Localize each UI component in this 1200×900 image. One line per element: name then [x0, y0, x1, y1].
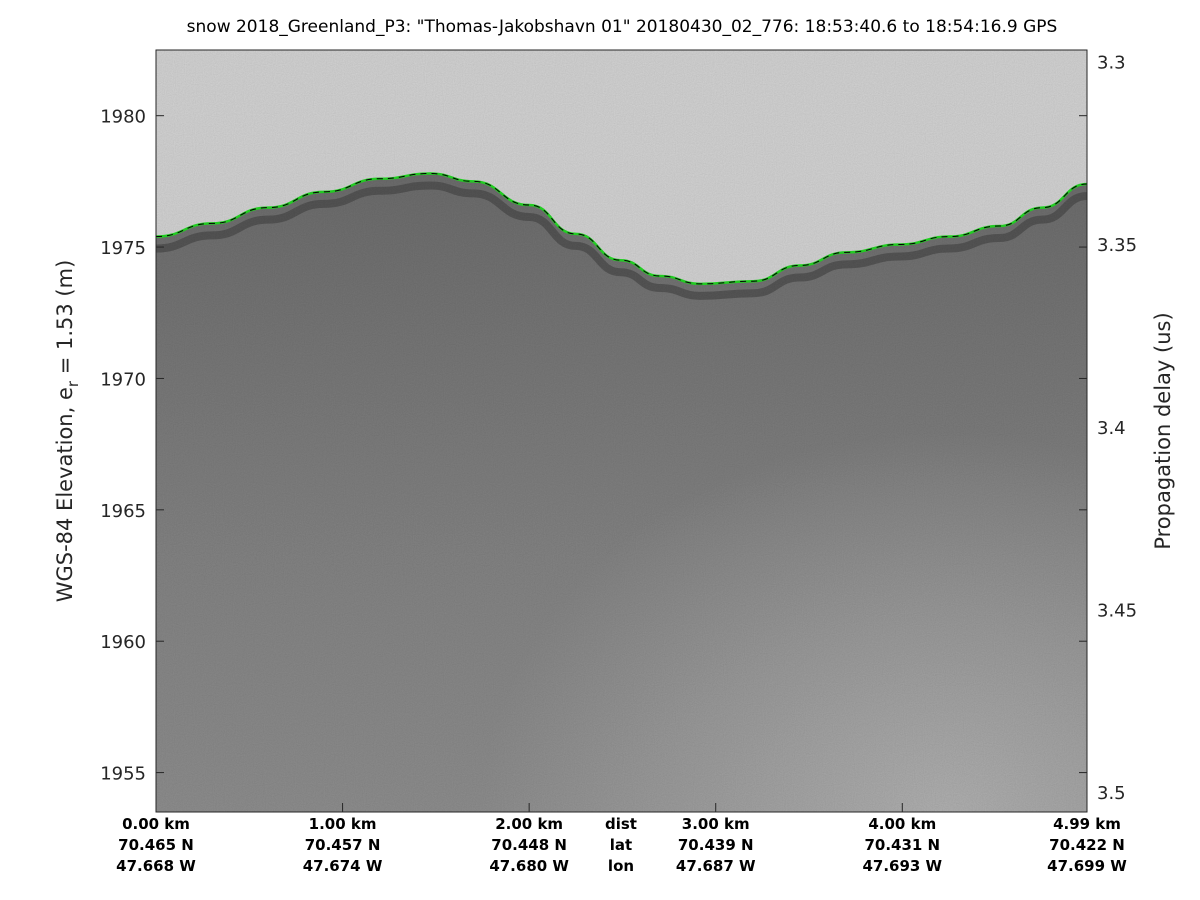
- x-row-label-dist: dist: [605, 815, 637, 833]
- surface-dash: [155, 172, 1088, 285]
- x-lon-label: 47.674 W: [303, 857, 383, 875]
- x-lat-label: 70.439 N: [678, 836, 754, 854]
- x-lon-label: 47.680 W: [489, 857, 569, 875]
- y-tick-label: 1965: [100, 501, 146, 522]
- x-dist-label: 0.00 km: [122, 815, 190, 833]
- y2-tick-label: 3.3: [1097, 53, 1126, 74]
- x-lon-label: 47.693 W: [862, 857, 942, 875]
- chart-title: snow 2018_Greenland_P3: "Thomas-Jakobsha…: [187, 17, 1058, 37]
- y2-tick-label: 3.35: [1097, 235, 1137, 256]
- y2-tick-label: 3.5: [1097, 783, 1126, 804]
- y-tick-label: 1955: [100, 764, 146, 785]
- x-dist-label: 4.00 km: [868, 815, 936, 833]
- x-dist-label: 3.00 km: [682, 815, 750, 833]
- x-dist-label: 4.99 km: [1053, 815, 1121, 833]
- x-lat-label: 70.457 N: [305, 836, 381, 854]
- y-tick-label: 1980: [100, 107, 146, 128]
- x-lat-label: 70.431 N: [864, 836, 940, 854]
- echogram-image: [156, 50, 1087, 812]
- x-row-label-lat: lat: [610, 836, 632, 854]
- x-row-label-lon: lon: [608, 857, 634, 875]
- y2-tick-label: 3.45: [1097, 600, 1137, 621]
- x-dist-label: 2.00 km: [495, 815, 563, 833]
- x-lat-label: 70.465 N: [118, 836, 194, 854]
- y2-tick-label: 3.4: [1097, 418, 1126, 439]
- y-axis-label: WGS-84 Elevation, er = 1.53 (m): [53, 260, 82, 603]
- x-lon-label: 47.668 W: [116, 857, 196, 875]
- x-lon-label: 47.699 W: [1047, 857, 1127, 875]
- surface-layer: [155, 172, 1088, 286]
- y-tick-label: 1960: [100, 632, 146, 653]
- y-tick-label: 1970: [100, 369, 146, 390]
- x-lat-label: 70.422 N: [1049, 836, 1125, 854]
- x-lat-label: 70.448 N: [491, 836, 567, 854]
- y-tick-label: 1975: [100, 238, 146, 259]
- plot-frame: [155, 49, 1088, 813]
- x-lon-label: 47.687 W: [676, 857, 756, 875]
- y2-axis-label: Propagation delay (us): [1151, 312, 1175, 549]
- x-dist-label: 1.00 km: [309, 815, 377, 833]
